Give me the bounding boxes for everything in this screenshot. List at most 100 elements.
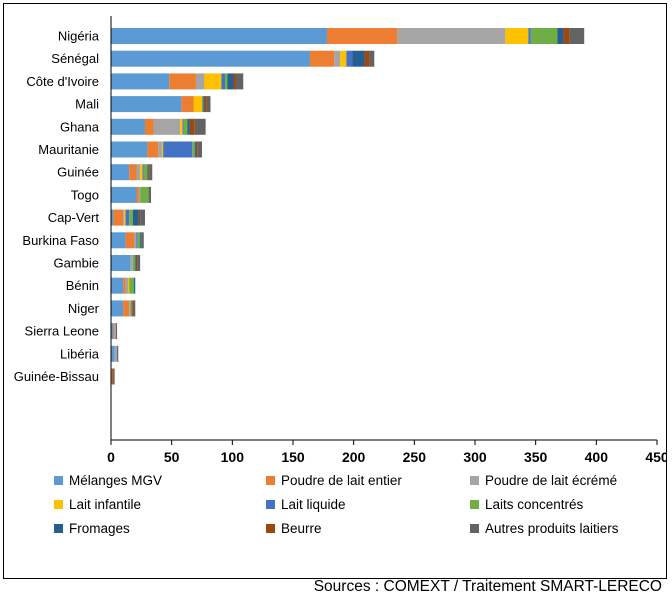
bar-10-series-6	[137, 232, 141, 249]
category-label: Sierra Leone	[25, 324, 99, 339]
category-label: Guinée	[57, 165, 99, 180]
bar-7-series-8	[148, 164, 150, 181]
bar-14-series-3	[114, 323, 116, 340]
legend-label: Poudre de lait écrémé	[485, 473, 617, 488]
legend-label: Laits concentrés	[485, 497, 584, 512]
bar-3-series-2	[169, 73, 196, 90]
bar-5-series-3	[153, 118, 181, 135]
legend-swatch	[266, 524, 275, 533]
category-label: Nigéria	[58, 29, 100, 44]
x-tick-label: 350	[524, 449, 548, 465]
legend-swatch	[54, 500, 63, 509]
x-tick-label: 150	[281, 449, 305, 465]
bar-4-series-2	[181, 96, 194, 113]
bar-2-series-2	[309, 50, 335, 67]
bar-2-series-3	[334, 50, 341, 67]
bar-7-series-2	[129, 164, 137, 181]
bar-2-series-1	[111, 50, 310, 67]
bar-12-series-2	[123, 277, 126, 294]
stacked-bar-chart: Nigéria Sénégal Côte d'Ivoire Mali Ghana Maur…	[14, 16, 666, 536]
bar-5-series-6	[183, 118, 188, 135]
legend-swatch	[470, 500, 479, 509]
bar-10-series-2	[125, 232, 135, 249]
bar-12-series-7	[134, 277, 136, 294]
bar-7-series-5	[142, 164, 144, 181]
bar-11-series-3	[130, 255, 133, 271]
bar-14-series-9	[115, 323, 118, 340]
bar-6-series-2	[147, 141, 159, 158]
bar-16-series-2	[111, 368, 113, 385]
bar-13-series-2	[123, 300, 130, 317]
bar-8-series-1	[111, 186, 137, 203]
bar-2-series-8	[364, 50, 370, 67]
bar-9-series-4	[124, 209, 126, 226]
bar-5-series-4	[180, 118, 183, 135]
bar-2-series-4	[340, 50, 347, 67]
category-label: Cap-Vert	[48, 210, 100, 225]
bar-3-series-7	[227, 73, 234, 90]
bar-3-series-4	[204, 73, 222, 90]
bar-1-series-4	[505, 28, 529, 44]
bar-6-series-7	[194, 141, 196, 158]
bar-8-series-9	[148, 186, 152, 203]
legend-label: Autres produits laitiers	[485, 521, 619, 536]
bar-11-series-1	[111, 255, 131, 271]
bar-2-series-9	[369, 50, 375, 67]
bar-10-series-3	[134, 232, 137, 249]
bar-7-series-6	[143, 164, 148, 181]
bar-9-series-8	[138, 209, 141, 226]
bar-12-series-4	[127, 277, 130, 294]
bar-2-series-7	[352, 50, 365, 67]
bar-4-series-6	[202, 96, 204, 113]
bar-12-series-1	[111, 277, 124, 294]
legend-label: Poudre de lait entier	[281, 473, 402, 488]
bar-13-series-3	[129, 300, 131, 317]
category-label: Burkina Faso	[22, 233, 99, 248]
bar-7-series-4	[140, 164, 143, 181]
bar-7-series-9	[149, 164, 153, 181]
bar-11-series-8	[136, 255, 138, 271]
bar-14-series-1	[111, 323, 114, 340]
bar-11-series-9	[137, 255, 141, 271]
bar-15-series-9	[117, 345, 119, 362]
bar-5-series-2	[144, 118, 154, 135]
category-label: Togo	[71, 187, 99, 202]
x-tick-label: 200	[342, 449, 366, 465]
bar-5-series-9	[194, 118, 206, 135]
bar-6-series-1	[111, 141, 148, 158]
bar-1-series-6	[530, 28, 558, 44]
bar-15-series-1	[111, 345, 115, 362]
bar-10-series-1	[111, 232, 126, 249]
legend-label: Lait liquide	[281, 497, 346, 512]
bar-3-series-5	[221, 73, 226, 90]
bar-7-series-1	[111, 164, 130, 181]
source-note: Sources : COMEXT / Traitement SMART-LERE…	[313, 578, 662, 595]
category-label: Libéria	[60, 346, 100, 361]
bar-16-series-9	[113, 368, 115, 385]
bar-3-series-1	[111, 73, 170, 90]
bar-7-series-3	[136, 164, 141, 181]
bar-8-series-2	[136, 186, 139, 203]
bar-6-series-4	[161, 141, 164, 158]
bar-1-series-1	[111, 28, 327, 44]
category-label: Côte d'Ivoire	[26, 74, 99, 89]
bar-1-series-9	[569, 28, 585, 44]
bar-6-series-8	[195, 141, 198, 158]
bar-9-series-6	[129, 209, 133, 226]
bar-3-series-8	[233, 73, 236, 90]
chart-frame: Nigéria Sénégal Côte d'Ivoire Mali Ghana Maur…	[3, 3, 667, 579]
bar-4-series-7	[203, 96, 205, 113]
bar-1-series-3	[397, 28, 506, 44]
category-label: Niger	[68, 301, 100, 316]
bar-13-series-9	[132, 300, 136, 317]
legend-swatch	[266, 476, 275, 485]
category-label: Mali	[75, 97, 99, 112]
bar-11-series-7	[135, 255, 137, 271]
bar-3-series-6	[225, 73, 228, 90]
bar-10-series-5	[136, 232, 138, 249]
bar-11-series-6	[132, 255, 136, 271]
bar-9-series-7	[132, 209, 139, 226]
bar-5-series-5	[182, 118, 184, 135]
bar-9-series-3	[123, 209, 125, 226]
bar-7-series-7	[147, 164, 149, 181]
